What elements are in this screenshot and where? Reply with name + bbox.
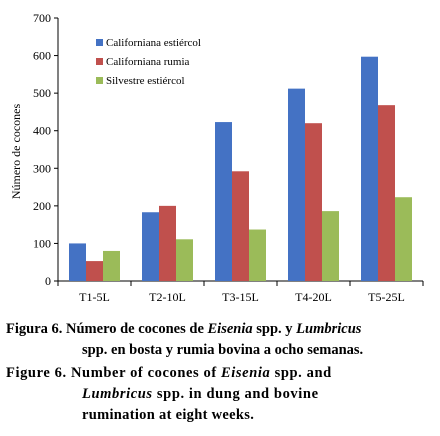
y-tick-label: 700: [33, 11, 51, 25]
bar: [249, 229, 266, 281]
x-tick-label: T1-5L: [79, 290, 110, 304]
legend-label: Californiana estiércol: [106, 37, 201, 49]
y-tick-label: 600: [33, 49, 51, 63]
caption-en-genus-1: Eisenia: [221, 365, 271, 381]
caption-en-text-1: Number of cocones of: [70, 365, 217, 381]
caption-es-genus-1: Eisenia: [207, 321, 253, 337]
bar: [176, 239, 193, 281]
bar: [288, 88, 305, 282]
bar: [215, 122, 232, 281]
caption-es-label: Figura 6.: [6, 321, 63, 337]
bar: [86, 261, 103, 281]
bar: [232, 171, 249, 281]
caption-es-line-2: spp. en bosta y rumia bovina a ocho sema…: [82, 341, 363, 360]
legend-label: Californiana rumia: [106, 56, 190, 68]
caption-en-line-1: Figure 6. Number of cocones of Eisenia s…: [6, 364, 332, 383]
x-tick-label: T4-20L: [295, 290, 332, 304]
y-axis-title: Número de cocones: [9, 104, 23, 200]
bar: [103, 250, 120, 281]
bar: [69, 243, 86, 281]
y-tick-label: 500: [33, 86, 51, 100]
caption-es-text-3: spp. en bosta y rumia bovina a ocho sema…: [82, 342, 364, 358]
caption-en-line-2: Lumbricus spp. in dung and bovine: [82, 385, 319, 404]
y-tick-label: 100: [33, 236, 51, 250]
y-tick-label: 200: [33, 199, 51, 213]
y-tick-label: 400: [33, 124, 51, 138]
legend-label: Silvestre estiércol: [106, 75, 185, 87]
bar: [378, 105, 395, 281]
caption-es-line-1: Figura 6. Número de cocones de Eisenia s…: [6, 320, 361, 339]
x-tick-label: T3-15L: [222, 290, 259, 304]
y-tick-label: 0: [45, 274, 51, 288]
bar: [361, 56, 378, 281]
legend-swatch: [96, 39, 103, 46]
bar-chart: 0 100 200 300 400 500 600 700 Número de cocones T…: [9, 11, 424, 304]
caption-en-label: Figure 6.: [6, 365, 67, 381]
caption-en-genus-2: Lumbricus: [82, 386, 153, 402]
caption-es-text-2: spp. y: [256, 321, 293, 337]
caption-es-text-1: Número de cocones de: [66, 321, 204, 337]
caption-en-text-4: rumination at eight weeks.: [82, 407, 255, 423]
x-tick-label: T2-10L: [149, 290, 186, 304]
bar: [159, 205, 176, 281]
caption-en-text-3: spp. in dung and bovine: [156, 386, 319, 402]
caption-es-genus-2: Lumbricus: [296, 321, 362, 337]
legend-swatch: [96, 77, 103, 84]
bar: [142, 212, 159, 281]
caption-en-line-3: rumination at eight weeks.: [82, 406, 254, 425]
y-tick-label: 300: [33, 161, 51, 175]
bar: [395, 197, 412, 281]
bar: [305, 123, 322, 281]
bar: [322, 211, 339, 281]
legend-swatch: [96, 58, 103, 65]
x-tick-label: T5-25L: [368, 290, 405, 304]
caption-en-text-2: spp. and: [274, 365, 332, 381]
